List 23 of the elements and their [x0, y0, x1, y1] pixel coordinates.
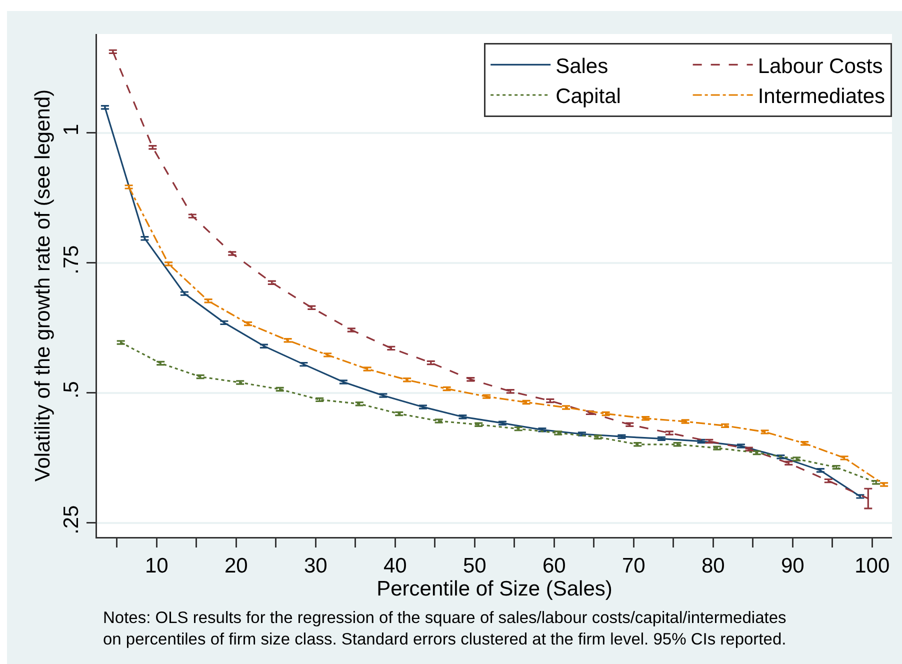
x-tick-label: 100 — [854, 554, 890, 578]
x-axis-title: Percentile of Size (Sales) — [376, 578, 612, 601]
y-tick-label: .75 — [60, 245, 84, 274]
legend-label: Capital — [556, 85, 621, 108]
y-tick-label: .5 — [60, 381, 84, 399]
y-tick-label: 1 — [60, 124, 84, 136]
x-tick-label: 10 — [144, 554, 168, 578]
x-tick-label: 40 — [383, 554, 407, 578]
x-tick-label: 80 — [701, 554, 725, 578]
text: Notes: OLS results for the regression of the square of sales/labour costs/capital/intermediates on percentiles of firm size class. Standard errors clustered at the firm level. 95% CIs reported. — [103, 609, 786, 648]
x-tick-label: 60 — [542, 554, 566, 578]
legend-label: Intermediates — [758, 85, 886, 108]
x-tick-label: 90 — [780, 554, 804, 578]
line-series — [120, 342, 877, 484]
x-tick-label: 30 — [304, 554, 328, 578]
y-tick-label: .25 — [60, 505, 84, 534]
legend-label: Labour Costs — [758, 54, 883, 78]
legend-label: Sales — [556, 54, 608, 78]
x-tick-label: 50 — [462, 554, 486, 578]
x-tick-label: 20 — [224, 554, 248, 578]
x-tick-label: 70 — [622, 554, 646, 578]
line-series — [128, 186, 885, 486]
y-axis-title: Volatility of the growth rate of (see legend) — [32, 89, 54, 482]
